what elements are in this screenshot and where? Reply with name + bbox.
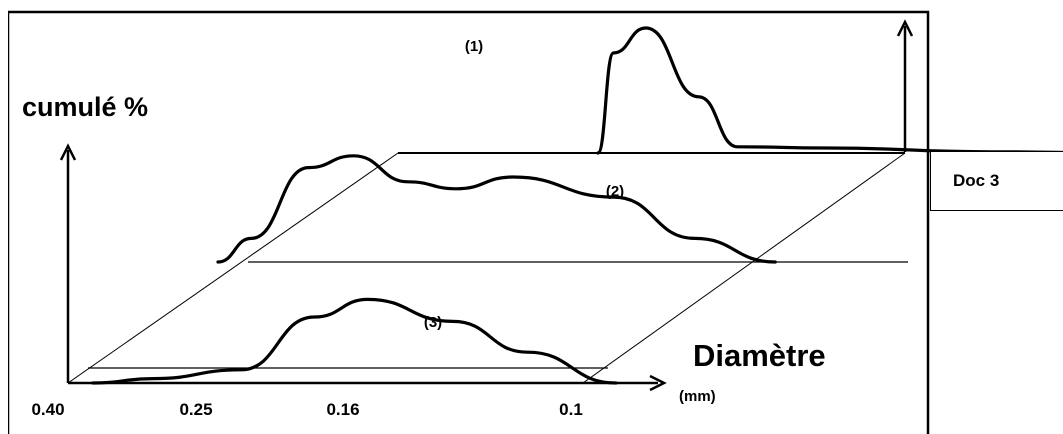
perspective-right [582, 152, 906, 384]
doc-label: Doc 3 [930, 151, 1063, 211]
x-axis-label: Diamètre [693, 338, 826, 373]
y-axis-arrow [59, 143, 77, 161]
chart-frame: cumulé % Diamètre (mm) 0.40 0.25 0.16 0.… [8, 0, 1063, 434]
curve-label-3: (3) [423, 314, 443, 331]
series-curve-2 [216, 154, 777, 264]
y-axis-label: cumulé % [22, 92, 149, 122]
x-axis-arrow [649, 374, 667, 392]
x-tick-label: 0.16 [326, 400, 360, 419]
curve-label-1: (1) [464, 38, 484, 55]
series-curve-1 [596, 26, 1063, 155]
x-axis-unit: (mm) [679, 388, 716, 405]
curve-label-2: (2) [605, 183, 625, 200]
perspective-left [67, 152, 399, 384]
right-axis-arrow [896, 19, 914, 37]
x-tick-label: 0.25 [179, 400, 213, 419]
border-frame [8, 10, 930, 434]
x-tick-label: 0.40 [31, 400, 65, 419]
series-curve-3 [91, 297, 618, 385]
chart-svg [8, 10, 1063, 434]
x-tick-label: 0.1 [559, 400, 583, 419]
